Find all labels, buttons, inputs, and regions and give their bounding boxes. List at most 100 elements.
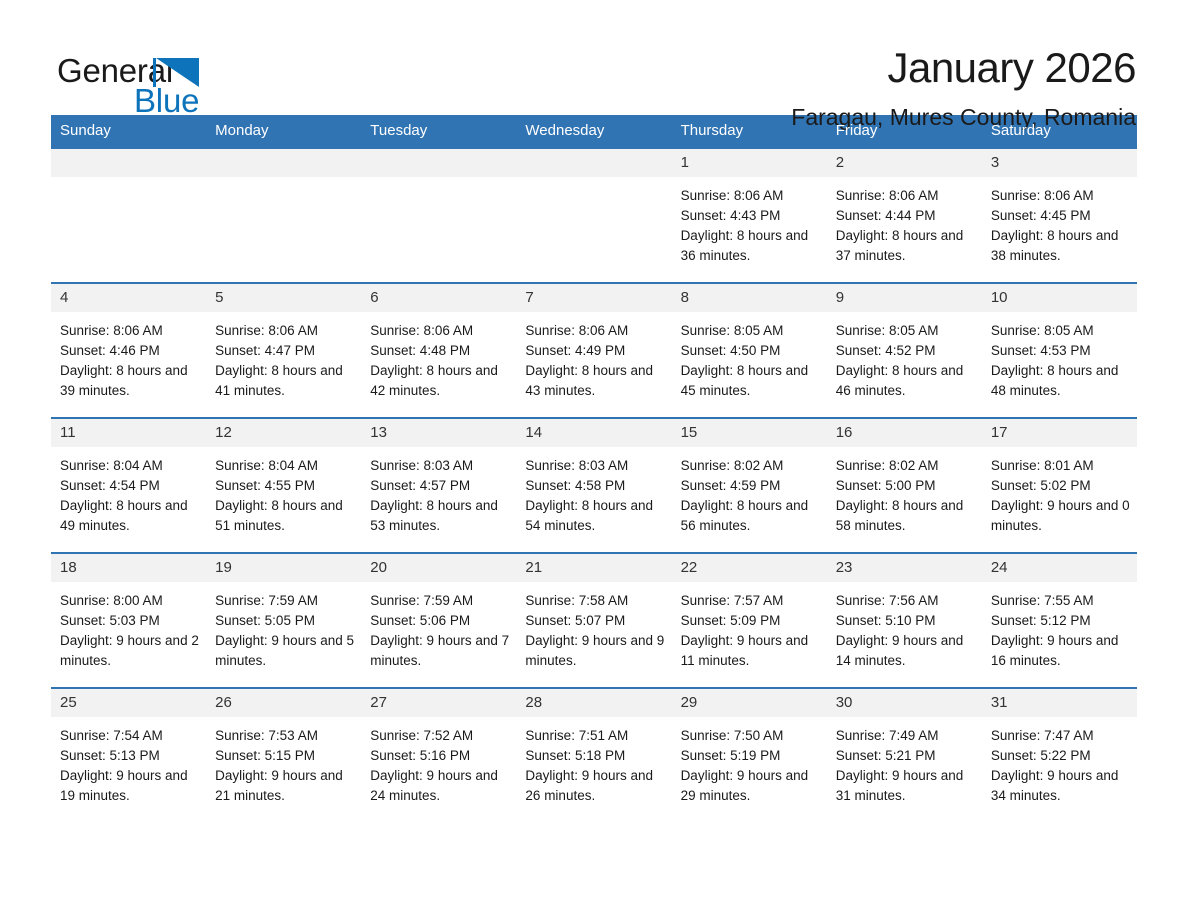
day-number: 15 [671, 419, 827, 447]
sunset-text: Sunset: 5:19 PM [680, 748, 781, 763]
daylight-text: Daylight: 8 hours and 54 minutes. [525, 498, 653, 533]
calendar-week-row: 11 Sunrise: 8:04 AM Sunset: 4:54 PM Dayligh… [51, 417, 1137, 553]
calendar-day-cell[interactable]: 22 Sunrise: 7:57 AM Sunset: 5:09 PM Dayligh… [671, 552, 827, 688]
daylight-text: Daylight: 9 hours and 31 minutes. [835, 768, 964, 803]
sunset-text: Sunset: 4:49 PM [525, 343, 626, 358]
day-details: Sunrise: 8:06 AM Sunset: 4:47 PM Daylight:… [206, 312, 361, 401]
calendar-day-cell[interactable]: 12 Sunrise: 8:04 AM Sunset: 4:55 PM Dayligh… [206, 417, 362, 553]
calendar-day-cell-empty [361, 147, 517, 283]
calendar-day-cell[interactable]: 17 Sunrise: 8:01 AM Sunset: 5:02 PM Dayligh… [981, 417, 1137, 553]
calendar-day-cell[interactable]: 27 Sunrise: 7:52 AM Sunset: 5:16 PM Dayligh… [361, 687, 517, 823]
sunrise-text: Sunrise: 7:59 AM [215, 593, 318, 608]
sunrise-text: Sunrise: 8:04 AM [60, 458, 163, 473]
day-number: 19 [206, 554, 362, 582]
calendar-day-cell[interactable]: 23 Sunrise: 7:56 AM Sunset: 5:10 PM Dayligh… [826, 552, 982, 688]
day-details: Sunrise: 7:52 AM Sunset: 5:16 PM Daylight:… [361, 717, 516, 806]
day-details: Sunrise: 7:55 AM Sunset: 5:12 PM Daylight:… [982, 582, 1137, 671]
day-number: 8 [671, 284, 827, 312]
daylight-text: Daylight: 8 hours and 38 minutes. [990, 228, 1119, 263]
day-details: Sunrise: 7:59 AM Sunset: 5:06 PM Daylight:… [361, 582, 516, 671]
calendar-day-cell[interactable]: 4 Sunrise: 8:06 AM Sunset: 4:46 PM Daylight… [51, 282, 207, 418]
day-number: 27 [361, 689, 517, 717]
sunset-text: Sunset: 5:00 PM [835, 478, 936, 493]
calendar-day-cell[interactable]: 3 Sunrise: 8:06 AM Sunset: 4:45 PM Daylight… [981, 147, 1137, 283]
daylight-text: Daylight: 8 hours and 45 minutes. [680, 363, 809, 398]
calendar-day-cell[interactable]: 20 Sunrise: 7:59 AM Sunset: 5:06 PM Dayligh… [361, 552, 517, 688]
calendar-day-cell[interactable]: 29 Sunrise: 7:50 AM Sunset: 5:19 PM Dayligh… [671, 687, 827, 823]
calendar-day-cell[interactable]: 28 Sunrise: 7:51 AM Sunset: 5:18 PM Dayligh… [516, 687, 672, 823]
sunset-text: Sunset: 4:50 PM [680, 343, 781, 358]
calendar-day-cell[interactable]: 14 Sunrise: 8:03 AM Sunset: 4:58 PM Dayligh… [516, 417, 672, 553]
calendar-day-cell[interactable]: 31 Sunrise: 7:47 AM Sunset: 5:22 PM Dayligh… [981, 687, 1137, 823]
day-number: 20 [361, 554, 517, 582]
sunrise-text: Sunrise: 7:47 AM [990, 728, 1094, 743]
calendar-day-cell[interactable]: 18 Sunrise: 8:00 AM Sunset: 5:03 PM Dayligh… [51, 552, 207, 688]
calendar-day-cell[interactable]: 24 Sunrise: 7:55 AM Sunset: 5:12 PM Dayligh… [981, 552, 1137, 688]
sunrise-text: Sunrise: 7:51 AM [525, 728, 629, 743]
calendar-day-cell[interactable]: 15 Sunrise: 8:02 AM Sunset: 4:59 PM Dayligh… [671, 417, 827, 553]
day-number: 31 [981, 689, 1137, 717]
calendar-day-cell[interactable]: 1 Sunrise: 8:06 AM Sunset: 4:43 PM Daylight… [671, 147, 827, 283]
daylight-text: Daylight: 8 hours and 48 minutes. [990, 363, 1119, 398]
sunrise-text: Sunrise: 8:06 AM [680, 188, 784, 203]
sunrise-text: Sunrise: 8:01 AM [990, 458, 1094, 473]
sunset-text: Sunset: 5:10 PM [835, 613, 936, 628]
calendar-week-row: 25 Sunrise: 7:54 AM Sunset: 5:13 PM Dayligh… [51, 687, 1137, 823]
sunrise-text: Sunrise: 8:03 AM [370, 458, 474, 473]
sunset-text: Sunset: 4:54 PM [60, 478, 160, 493]
general-blue-logo[interactable]: General Blue [57, 44, 257, 117]
calendar-day-cell[interactable]: 7 Sunrise: 8:06 AM Sunset: 4:49 PM Daylight… [516, 282, 672, 418]
calendar-day-cell[interactable]: 9 Sunrise: 8:05 AM Sunset: 4:52 PM Daylight… [826, 282, 982, 418]
calendar-day-cell[interactable]: 2 Sunrise: 8:06 AM Sunset: 4:44 PM Daylight… [826, 147, 982, 283]
day-details: Sunrise: 8:06 AM Sunset: 4:44 PM Daylight:… [827, 177, 982, 266]
weekday-header-row: Sunday Monday Tuesday Wednesday Thursday Frid… [51, 115, 1137, 148]
sunset-text: Sunset: 5:07 PM [525, 613, 626, 628]
sunset-text: Sunset: 5:21 PM [835, 748, 936, 763]
sunset-text: Sunset: 4:47 PM [215, 343, 315, 358]
sunrise-sunset-calendar-table: Sunday Monday Tuesday Wednesday Thursday Frid… [51, 115, 1137, 823]
day-details: Sunrise: 7:53 AM Sunset: 5:15 PM Daylight:… [206, 717, 361, 806]
day-details: Sunrise: 8:06 AM Sunset: 4:45 PM Daylight:… [982, 177, 1137, 266]
sunset-text: Sunset: 5:22 PM [990, 748, 1091, 763]
calendar-day-cell[interactable]: 26 Sunrise: 7:53 AM Sunset: 5:15 PM Dayligh… [206, 687, 362, 823]
day-number: 3 [981, 149, 1137, 177]
day-details: Sunrise: 8:00 AM Sunset: 5:03 PM Daylight:… [51, 582, 206, 671]
title-block: January 2026 Faragau, Mures County, Roma… [791, 44, 1136, 131]
day-details: Sunrise: 8:06 AM Sunset: 4:48 PM Daylight:… [361, 312, 516, 401]
calendar-day-cell[interactable]: 5 Sunrise: 8:06 AM Sunset: 4:47 PM Daylight… [206, 282, 362, 418]
calendar-day-cell[interactable]: 19 Sunrise: 7:59 AM Sunset: 5:05 PM Dayligh… [206, 552, 362, 688]
calendar-day-cell[interactable]: 8 Sunrise: 8:05 AM Sunset: 4:50 PM Daylight… [671, 282, 827, 418]
day-details: Sunrise: 7:47 AM Sunset: 5:22 PM Daylight:… [982, 717, 1137, 806]
calendar-day-cell[interactable]: 21 Sunrise: 7:58 AM Sunset: 5:07 PM Dayligh… [516, 552, 672, 688]
calendar-day-cell[interactable]: 6 Sunrise: 8:06 AM Sunset: 4:48 PM Daylight… [361, 282, 517, 418]
calendar-day-cell[interactable]: 11 Sunrise: 8:04 AM Sunset: 4:54 PM Dayligh… [51, 417, 207, 553]
day-details: Sunrise: 8:06 AM Sunset: 4:49 PM Daylight:… [516, 312, 671, 401]
daylight-text: Daylight: 9 hours and 19 minutes. [60, 768, 188, 803]
day-number: 16 [826, 419, 982, 447]
day-details: Sunrise: 7:57 AM Sunset: 5:09 PM Daylight:… [672, 582, 827, 671]
sunrise-text: Sunrise: 7:56 AM [835, 593, 939, 608]
calendar-body: 1 Sunrise: 8:06 AM Sunset: 4:43 PM Daylight… [51, 147, 1137, 823]
sunset-text: Sunset: 4:52 PM [835, 343, 936, 358]
sunrise-text: Sunrise: 7:49 AM [835, 728, 939, 743]
calendar-day-cell[interactable]: 25 Sunrise: 7:54 AM Sunset: 5:13 PM Dayligh… [51, 687, 207, 823]
sunset-text: Sunset: 5:09 PM [680, 613, 781, 628]
sunset-text: Sunset: 5:05 PM [215, 613, 315, 628]
calendar-week-row: 1 Sunrise: 8:06 AM Sunset: 4:43 PM Daylight… [51, 147, 1137, 283]
calendar-week-row: 4 Sunrise: 8:06 AM Sunset: 4:46 PM Daylight… [51, 282, 1137, 418]
sunrise-text: Sunrise: 8:06 AM [370, 323, 474, 338]
calendar-day-cell[interactable]: 13 Sunrise: 8:03 AM Sunset: 4:57 PM Dayligh… [361, 417, 517, 553]
sunset-text: Sunset: 4:58 PM [525, 478, 626, 493]
calendar-day-cell[interactable]: 16 Sunrise: 8:02 AM Sunset: 5:00 PM Dayligh… [826, 417, 982, 553]
day-number [51, 149, 207, 177]
sunset-text: Sunset: 5:18 PM [525, 748, 626, 763]
daylight-text: Daylight: 9 hours and 29 minutes. [680, 768, 809, 803]
daylight-text: Daylight: 9 hours and 24 minutes. [370, 768, 498, 803]
calendar-day-cell[interactable]: 10 Sunrise: 8:05 AM Sunset: 4:53 PM Dayligh… [981, 282, 1137, 418]
day-details: Sunrise: 8:02 AM Sunset: 4:59 PM Daylight:… [672, 447, 827, 536]
sunrise-text: Sunrise: 8:05 AM [835, 323, 939, 338]
calendar-day-cell[interactable]: 30 Sunrise: 7:49 AM Sunset: 5:21 PM Dayligh… [826, 687, 982, 823]
day-number: 24 [981, 554, 1137, 582]
day-number: 9 [826, 284, 982, 312]
daylight-text: Daylight: 9 hours and 14 minutes. [835, 633, 964, 668]
